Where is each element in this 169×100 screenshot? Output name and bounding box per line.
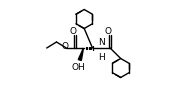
Text: OH: OH: [72, 62, 85, 72]
Text: O: O: [105, 28, 112, 36]
Text: O: O: [62, 42, 69, 51]
Text: N: N: [98, 38, 105, 47]
Text: O: O: [69, 28, 76, 36]
Text: H: H: [98, 53, 105, 62]
Polygon shape: [78, 48, 83, 60]
